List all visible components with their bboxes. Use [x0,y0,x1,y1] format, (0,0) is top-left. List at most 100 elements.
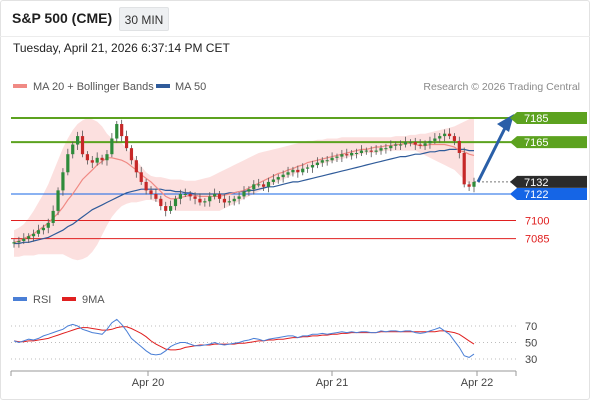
level-label-7185: 7185 [524,113,548,125]
candle-body [315,162,320,166]
legend-swatch-ma20 [13,84,27,88]
candle-body [222,198,227,203]
legend-label-ma20: MA 20 + Bollinger Bands [33,81,154,93]
projection-arrow-shaft [476,125,508,183]
candle-body [379,148,383,151]
candle-body [159,198,163,207]
candle-body [398,144,403,146]
candle-body [408,142,412,144]
candle-body [310,165,315,168]
candle-body [403,142,408,145]
candle-body [330,157,334,161]
candle-body [90,160,94,163]
candle-body [413,142,417,145]
candle-body [173,198,178,207]
candle-body [134,160,138,173]
candle-body [384,148,388,150]
candle-body [100,157,104,161]
candle-body [164,206,168,211]
rsi-9ma-line [13,326,475,351]
candle-body [271,179,275,182]
legend-swatch-rsi [13,297,27,301]
candle-body [198,198,202,203]
candle-body [301,168,305,173]
candle-body [433,138,437,141]
candle-body [76,136,80,145]
timeframe-button[interactable]: 30 MIN [119,7,169,31]
candle-body [144,181,148,191]
x-tick-label: Apr 21 [316,377,348,389]
level-tag-7165 [510,136,587,149]
candle-body [350,152,354,156]
candle-body [95,157,99,163]
candle-body [129,148,134,161]
candle-body [124,136,129,149]
candle-body [374,150,378,152]
candle-body [227,201,231,203]
candle-body [46,222,50,228]
candle-body [31,233,36,237]
candle-body [213,194,217,197]
candle-body [296,169,300,173]
header-divider [0,36,590,37]
candle-body [452,136,457,141]
level-label-7132: 7132 [524,177,548,189]
instrument-title: S&P 500 (CME) [12,10,113,26]
x-tick-label: Apr 22 [461,377,493,389]
level-label-7122: 7122 [524,189,548,201]
legend-label-rsi: RSI [33,294,51,306]
candle-body [369,150,373,152]
candle-body [237,196,241,199]
candle-body [17,241,21,243]
candle-body [364,150,368,152]
candle-body [217,194,222,199]
level-tag-7122 [510,188,587,200]
candle-body [80,136,85,155]
candle-body [51,210,55,223]
candle-body [193,196,197,199]
legend-swatch-9ma [62,297,76,301]
candle-body [27,236,31,239]
candle-body [120,124,124,137]
level-label-7100: 7100 [525,216,549,228]
candle-body [467,184,471,187]
candle-body [203,201,207,203]
candle-body [443,133,447,137]
candle-body [105,154,109,161]
candle-body [423,143,427,146]
candle-body [183,194,187,195]
candle-body [472,181,476,187]
candle-body [281,174,285,178]
candle-body [354,152,359,154]
candle-body [462,152,466,185]
candle-body [325,160,329,162]
candle-body [139,172,143,182]
candle-body [149,190,153,194]
candle-body [394,144,398,146]
candle-body [178,194,182,199]
chart-datetime: Tuesday, April 21, 2026 6:37:14 PM CET [13,41,230,55]
level-tag-7132 [510,175,587,188]
candle-body [56,190,60,211]
legend-swatch-ma50 [156,84,170,88]
candle-body [66,154,70,173]
candle-body [257,184,261,186]
candle-body [168,206,173,211]
rsi-tick-50: 50 [525,338,537,350]
candle-body [110,138,114,155]
candle-body [208,196,212,202]
level-label-7085: 7085 [525,234,549,246]
projection-arrow-head [497,114,514,132]
candle-body [22,238,26,242]
candle-body [286,172,290,175]
level-label-7165: 7165 [524,137,548,149]
candle-body [36,230,41,234]
candle-body [266,181,271,187]
candle-body [438,136,442,139]
candle-body [61,172,65,191]
candle-body [242,191,246,197]
level-tag-7185 [510,112,587,124]
candle-body [340,154,344,157]
candle-body [154,194,158,199]
